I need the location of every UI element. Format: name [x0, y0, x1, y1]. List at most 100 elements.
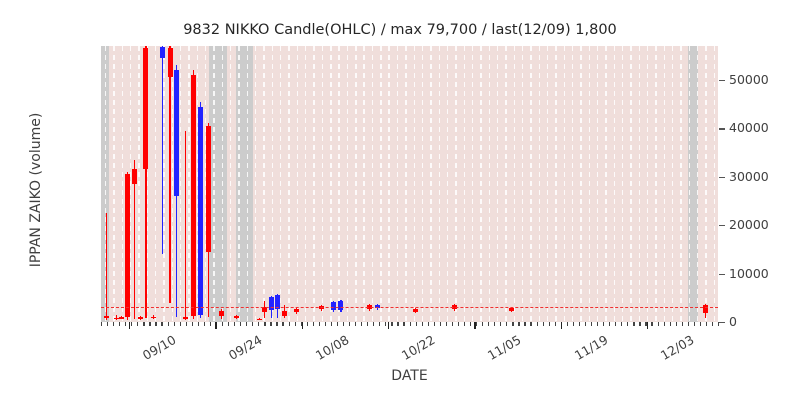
- y-tick-label: 50000: [729, 71, 769, 87]
- candle-wick: [134, 159, 136, 320]
- gridline: [171, 46, 174, 322]
- candle-body: [281, 310, 287, 316]
- gridline: [538, 46, 540, 322]
- gridline: [338, 46, 340, 322]
- gridline: [330, 46, 332, 322]
- gridline: [696, 46, 699, 322]
- x-tick-mark: [107, 322, 109, 326]
- gridline: [346, 46, 349, 322]
- candle-body: [198, 106, 204, 315]
- x-tick-mark: [143, 322, 145, 326]
- gridline: [205, 46, 207, 322]
- x-tick-label: 11/05: [485, 332, 524, 364]
- x-tick-mark: [119, 322, 121, 326]
- gridline: [155, 46, 157, 322]
- x-tick-mark: [433, 322, 435, 326]
- gridline: [413, 46, 415, 322]
- candle-body: [103, 316, 109, 318]
- gridline: [480, 46, 482, 322]
- x-tick-mark: [451, 322, 454, 326]
- candle-body: [703, 305, 709, 314]
- gridline: [121, 46, 124, 322]
- x-tick-label: 09/24: [225, 332, 265, 364]
- gridline: [713, 46, 716, 322]
- x-tick-mark: [542, 322, 544, 326]
- gridline: [530, 46, 532, 322]
- x-tick-mark: [584, 322, 587, 326]
- gridline: [463, 46, 465, 322]
- gridline: [238, 46, 240, 322]
- candle-body: [366, 304, 372, 309]
- gridline: [605, 46, 607, 322]
- x-tick-mark: [566, 322, 568, 326]
- x-tick-mark: [718, 322, 720, 326]
- x-tick-mark: [681, 322, 683, 326]
- x-tick-mark: [330, 322, 333, 326]
- x-tick-mark: [427, 322, 429, 326]
- y-tick-label: 40000: [729, 120, 769, 136]
- x-tick-mark: [300, 322, 302, 326]
- x-tick-mark: [324, 322, 326, 326]
- x-tick-mark: [705, 322, 708, 326]
- x-tick-mark: [609, 322, 611, 326]
- gridline: [105, 46, 107, 322]
- candle-body: [269, 296, 275, 310]
- gridline: [246, 46, 249, 322]
- gridline: [663, 46, 666, 322]
- x-tick-mark: [155, 322, 157, 326]
- x-tick-mark: [639, 322, 641, 326]
- x-tick-mark: [161, 322, 163, 326]
- x-tick-mark-major: [215, 322, 217, 329]
- background-band: [688, 46, 699, 322]
- x-tick-mark: [699, 322, 702, 326]
- gridline: [188, 46, 190, 322]
- candle-body: [508, 307, 514, 311]
- x-tick-mark: [500, 322, 502, 326]
- gridline: [321, 46, 324, 322]
- y-tick-label: 10000: [729, 265, 769, 281]
- gridline: [271, 46, 274, 322]
- x-tick-mark: [512, 322, 514, 326]
- x-tick-mark: [203, 322, 206, 326]
- candle-body: [174, 70, 180, 197]
- gridline: [555, 46, 557, 322]
- background-band: [235, 46, 254, 322]
- x-tick-mark: [391, 322, 393, 326]
- gridline: [680, 46, 682, 322]
- candle-body: [234, 316, 240, 318]
- x-tick-mark: [149, 322, 151, 326]
- gridline: [430, 46, 432, 322]
- candle-body: [150, 316, 156, 319]
- x-tick-mark: [355, 322, 357, 326]
- x-tick-mark: [651, 322, 653, 326]
- x-tick-mark: [240, 322, 242, 326]
- x-tick-mark: [336, 322, 339, 326]
- x-tick-mark: [258, 322, 260, 326]
- x-tick-mark: [627, 322, 629, 326]
- gridline: [438, 46, 440, 322]
- gridline: [488, 46, 490, 322]
- candle-body: [338, 301, 344, 311]
- gridline: [513, 46, 515, 322]
- candle-wick: [145, 46, 147, 318]
- gridline: [305, 46, 307, 322]
- x-tick-mark: [663, 322, 665, 326]
- gridline: [363, 46, 365, 322]
- x-tick-mark: [536, 322, 538, 326]
- gridline: [496, 46, 499, 322]
- candle-wick: [169, 46, 171, 303]
- x-tick-mark: [361, 322, 363, 326]
- x-tick-mark: [397, 322, 399, 326]
- gridline: [196, 46, 199, 322]
- gridline: [163, 46, 165, 322]
- x-tick-mark-major: [474, 322, 476, 329]
- x-tick-mark: [125, 322, 127, 326]
- gridline: [546, 46, 549, 322]
- x-tick-mark: [173, 322, 175, 326]
- x-tick-mark: [270, 322, 272, 326]
- y-tick-mark: [719, 128, 725, 130]
- x-tick-label: 10/08: [312, 332, 352, 364]
- x-tick-mark: [597, 322, 599, 326]
- y-tick-mark: [719, 273, 725, 275]
- candle-body: [206, 125, 212, 252]
